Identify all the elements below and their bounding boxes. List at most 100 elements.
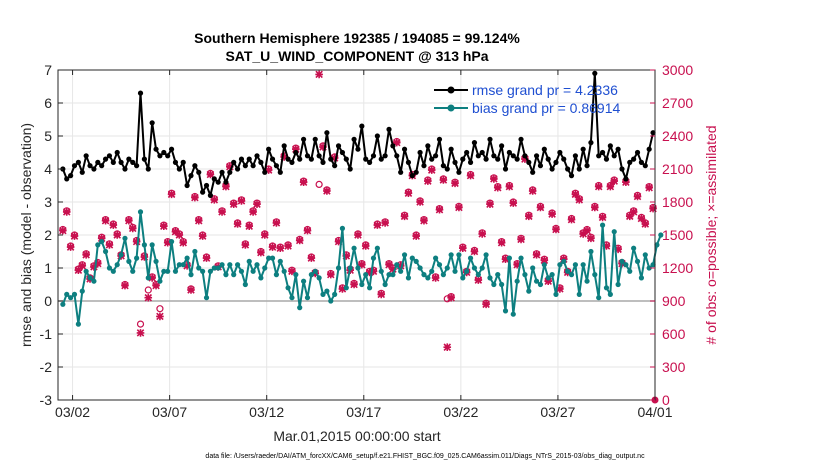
obs-possible-point bbox=[323, 186, 331, 194]
right-y-tick-label: 2100 bbox=[662, 161, 693, 177]
obs-possible-point bbox=[101, 216, 110, 224]
rmse-point bbox=[405, 159, 412, 165]
bias-point bbox=[607, 291, 613, 297]
rmse-point bbox=[623, 176, 629, 182]
rmse-point bbox=[499, 143, 505, 149]
rmse-point bbox=[588, 140, 594, 146]
rmse-point bbox=[599, 149, 606, 156]
obs-possible-point bbox=[575, 195, 583, 203]
rmse-point bbox=[234, 166, 241, 172]
left-y-tick-label: -3 bbox=[40, 392, 53, 408]
bias-point bbox=[293, 272, 299, 278]
obs-possible-point bbox=[591, 202, 599, 210]
obs-possible-point bbox=[125, 216, 133, 224]
obs-possible-point bbox=[637, 213, 646, 221]
bias-point bbox=[157, 278, 163, 284]
bias-point bbox=[184, 255, 190, 261]
obs-assimilated-point bbox=[272, 219, 281, 227]
obs-possible-point bbox=[393, 137, 401, 146]
obs-assimilated-point bbox=[598, 213, 607, 222]
right-y-tick-label: 1200 bbox=[662, 260, 693, 276]
obs-assimilated-point bbox=[179, 238, 188, 247]
obs-possible-point bbox=[59, 225, 67, 234]
obs-possible-point bbox=[195, 216, 203, 224]
rmse-point bbox=[398, 169, 404, 175]
obs-possible-point bbox=[567, 214, 576, 223]
bias-point bbox=[91, 278, 97, 284]
rmse-point bbox=[596, 153, 602, 159]
obs-assimilated-point bbox=[101, 216, 110, 225]
rmse-point bbox=[75, 159, 81, 165]
rmse-point bbox=[537, 163, 544, 169]
rmse-point bbox=[561, 156, 567, 162]
bias-point bbox=[277, 258, 283, 264]
obs-possible-point bbox=[191, 192, 199, 201]
rmse-point bbox=[137, 90, 144, 96]
obs-assimilated-point bbox=[315, 70, 323, 79]
rmse-point bbox=[370, 153, 377, 159]
bias-point bbox=[114, 262, 120, 268]
bias-point bbox=[332, 291, 338, 297]
rmse-point bbox=[184, 182, 190, 189]
obs-assimilated-point bbox=[622, 178, 630, 186]
rmse-point bbox=[114, 149, 120, 156]
rmse-point bbox=[130, 159, 136, 165]
obs-assimilated-point bbox=[447, 293, 455, 302]
obs-assimilated-point bbox=[525, 212, 533, 221]
rmse-point bbox=[200, 189, 206, 195]
bias-point bbox=[95, 242, 101, 248]
axis-ticks: 03/02 03/07 03/12 03/17 03/22 03/27 04/01 -3 -2 -… bbox=[40, 62, 694, 420]
bias-point bbox=[161, 268, 167, 274]
bias-point bbox=[425, 275, 431, 281]
bias-point bbox=[584, 278, 590, 284]
obs-assimilated-point bbox=[513, 260, 521, 269]
bias-point bbox=[654, 242, 660, 248]
rmse-point bbox=[627, 159, 633, 165]
obs-assimilated-point bbox=[160, 222, 168, 230]
bias-point bbox=[281, 268, 287, 274]
rmse-point bbox=[394, 153, 400, 159]
obs-possible-point bbox=[121, 280, 129, 289]
left-y-tick-label: 6 bbox=[44, 95, 52, 111]
obs-possible-point bbox=[152, 280, 160, 289]
rmse-point bbox=[308, 156, 314, 162]
legend-rmse-label: rmse grand pr = 4.2336 bbox=[472, 82, 618, 98]
obs-assimilated-point bbox=[548, 210, 556, 218]
obs-assimilated-point bbox=[501, 255, 510, 263]
obs-assimilated-point bbox=[202, 254, 211, 262]
obs-possible-point bbox=[230, 199, 238, 207]
obs-assimilated-point bbox=[128, 224, 137, 233]
bias-point bbox=[328, 298, 334, 304]
x-tick-label: 03/17 bbox=[346, 404, 381, 420]
obs-assimilated-point bbox=[427, 166, 436, 174]
x-tick-label: 03/12 bbox=[249, 404, 284, 420]
rmse-point bbox=[440, 163, 446, 169]
obs-assimilated-point bbox=[62, 208, 71, 216]
obs-assimilated-point bbox=[365, 268, 374, 277]
bias-point bbox=[386, 272, 392, 278]
bias-point bbox=[266, 255, 272, 261]
obs-possible-point bbox=[447, 293, 455, 301]
chart-subtitle: SAT_U_WIND_COMPONENT @ 313 hPa bbox=[225, 48, 488, 64]
obs-assimilated-point bbox=[292, 145, 300, 153]
rmse-point bbox=[390, 143, 396, 149]
obs-assimilated-point bbox=[222, 182, 230, 191]
bias-point bbox=[491, 281, 497, 288]
bias-point bbox=[611, 229, 617, 235]
rmse-point bbox=[409, 173, 415, 179]
rmse-point bbox=[273, 163, 280, 169]
bias-point bbox=[79, 288, 85, 294]
bias-point bbox=[145, 275, 151, 281]
bias-point bbox=[417, 265, 423, 271]
obs-assimilated-point bbox=[121, 281, 129, 290]
left-y-tick-label: 5 bbox=[44, 128, 52, 144]
rmse-point bbox=[110, 159, 116, 165]
obs-assimilated-point bbox=[218, 208, 226, 216]
obs-assimilated-point bbox=[556, 285, 564, 293]
rmse-point bbox=[592, 70, 598, 76]
bias-point bbox=[506, 255, 512, 261]
bias-point bbox=[227, 262, 233, 268]
bias-point bbox=[254, 262, 260, 268]
bias-point bbox=[99, 239, 105, 245]
rmse-point bbox=[149, 120, 155, 126]
